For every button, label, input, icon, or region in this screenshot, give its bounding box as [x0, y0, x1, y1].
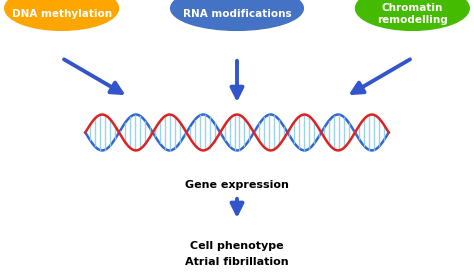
Text: Cell phenotype: Cell phenotype: [190, 241, 284, 251]
Ellipse shape: [171, 0, 303, 30]
Text: Gene expression: Gene expression: [185, 180, 289, 190]
Text: DNA methylation: DNA methylation: [11, 9, 112, 19]
Ellipse shape: [5, 0, 118, 30]
Text: Chromatin
remodelling: Chromatin remodelling: [377, 2, 448, 25]
Ellipse shape: [356, 0, 469, 30]
Text: RNA modifications: RNA modifications: [182, 9, 292, 19]
Text: Atrial fibrillation: Atrial fibrillation: [185, 257, 289, 267]
